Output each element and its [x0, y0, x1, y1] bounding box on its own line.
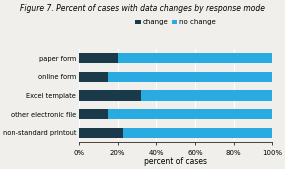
Bar — [79, 128, 123, 138]
Bar — [141, 90, 272, 101]
Bar — [79, 72, 108, 82]
Bar — [79, 53, 118, 63]
X-axis label: percent of cases: percent of cases — [144, 157, 207, 166]
Bar — [79, 90, 141, 101]
Bar — [108, 72, 272, 82]
Bar — [79, 109, 108, 119]
Bar — [118, 53, 272, 63]
Bar — [123, 128, 272, 138]
Bar — [108, 109, 272, 119]
Legend: change, no change: change, no change — [132, 17, 219, 28]
Text: Figure 7. Percent of cases with data changes by response mode: Figure 7. Percent of cases with data cha… — [20, 4, 265, 13]
